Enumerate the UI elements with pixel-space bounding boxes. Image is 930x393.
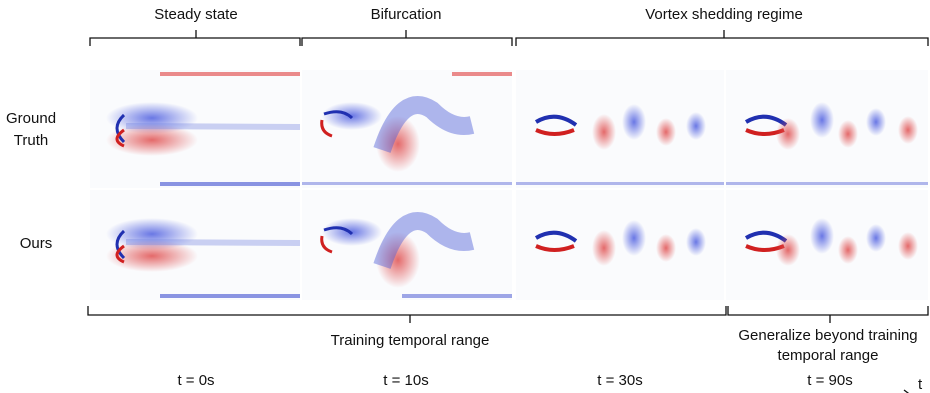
bracket-generalize [727,306,929,323]
flow-field-gt-t0 [106,72,300,186]
panel-gt-t10 [302,70,512,188]
label-steady-state: Steady state [154,6,238,23]
flow-field-gt-t30 [516,104,724,185]
row-label-ground-truth-text: Ground Truth [6,110,57,149]
label-generalize-text: Generalize beyond training temporal rang… [738,327,918,364]
time-label-t90: t = 90s [807,372,853,389]
flow-field-gt-t10 [302,72,512,185]
flow-field-ours-t10 [320,212,512,298]
flow-field-ours-t30 [534,220,706,266]
row-label-ours: Ours [19,235,53,252]
time-label-t10: t = 10s [383,372,429,389]
panel-gt-t30 [516,70,724,188]
time-axis-label: t [918,376,923,393]
label-bifurcation: Bifurcation [370,6,442,23]
label-generalize: Generalize beyond training temporal rang… [733,326,923,366]
panel-ours-t30 [516,190,724,300]
label-training-range: Training temporal range [330,332,490,349]
time-label-t0: t = 0s [177,372,215,389]
flow-field-gt-t90 [726,102,928,185]
time-axis-arrow [903,389,910,393]
panel-gt-t0 [90,70,300,188]
flow-field-ours-t0 [106,218,300,298]
flow-field-ours-t90 [744,218,918,266]
bracket-training [87,306,727,323]
panel-gt-t90 [726,70,928,188]
panel-ours-t90 [726,190,928,300]
label-vortex-shedding: Vortex shedding regime [645,6,803,23]
bracket-steady [89,30,301,46]
time-label-t30: t = 30s [597,372,643,389]
panel-ours-t0 [90,190,300,300]
row-label-ground-truth: Ground Truth [0,108,62,152]
panel-ours-t10 [302,190,512,300]
bracket-bifurcation [301,30,513,46]
bracket-vortex [515,30,929,46]
